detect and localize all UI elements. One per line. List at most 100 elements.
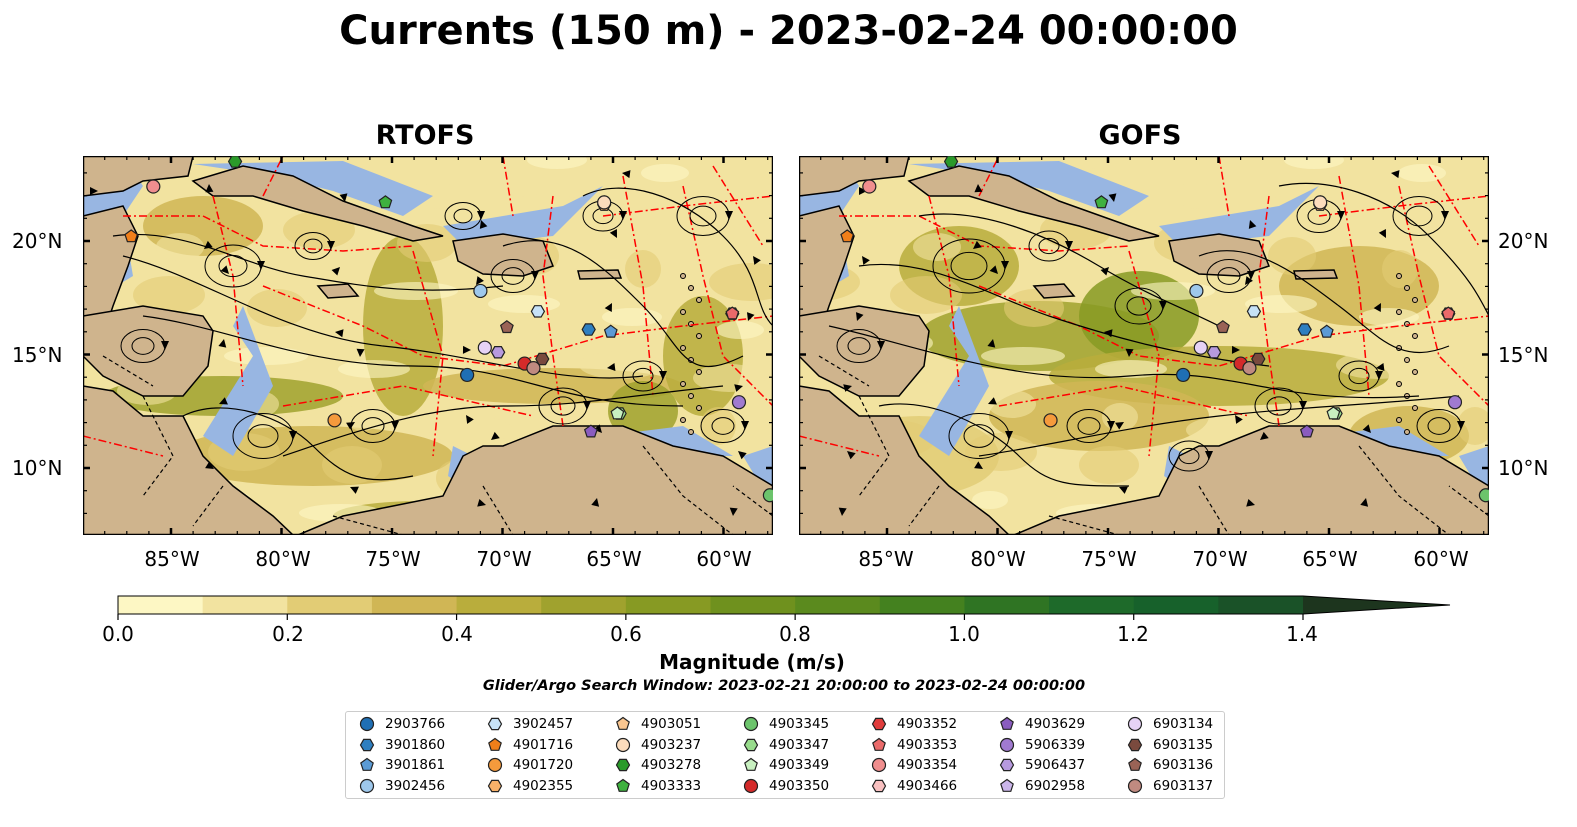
lesser-antilles-island: [680, 309, 686, 315]
streamline-arrow: [619, 211, 627, 220]
panel-title-rtofs: RTOFS: [375, 120, 475, 151]
float-marker-4903354: [146, 179, 161, 194]
legend-marker-6903136: [1128, 757, 1142, 771]
streamline-arrow: [604, 303, 612, 312]
streamline-arrow: [1125, 348, 1134, 357]
streamline-arrow: [475, 276, 484, 285]
streamline-arrow: [593, 424, 602, 433]
colorbar-segment: [795, 596, 881, 614]
current-magnitude-region: [1450, 364, 1489, 392]
eddy-streamline: [632, 367, 654, 385]
legend-marker-icon: [871, 757, 887, 773]
float-marker-4903278: [227, 156, 243, 168]
legend-marker-icon: [1000, 716, 1014, 730]
shallow-water: [1159, 186, 1319, 246]
streamline-arrow: [1362, 424, 1371, 433]
eez-boundary: [799, 435, 880, 457]
streamline-arrow: [1246, 498, 1255, 507]
legend-label: 6903135: [1153, 736, 1214, 753]
legend-label: 6903137: [1153, 777, 1214, 794]
legend-item: 4903353: [870, 735, 957, 755]
current-magnitude-region: [641, 164, 689, 182]
legend-marker-icon: [999, 758, 1015, 772]
lesser-antilles-island: [1404, 357, 1410, 363]
legend-item: 5906339: [998, 735, 1085, 755]
country-border: [732, 485, 773, 517]
colorbar-tick-label: 1.4: [1286, 622, 1318, 646]
float-marker-6903136: [499, 320, 514, 334]
lon-tick-label: 75°W: [365, 547, 421, 571]
float-marker-4903333: [1094, 195, 1109, 209]
eddy-streamline: [550, 396, 576, 416]
legend-label: 5906339: [1025, 736, 1086, 753]
colorbar-segment: [1218, 596, 1304, 614]
legend-item: 4901720: [486, 755, 573, 775]
float-marker-3901861: [603, 324, 618, 338]
legend-marker-4901716: [488, 737, 502, 751]
legend-marker-3901860: [359, 738, 375, 751]
float-marker-4903354: [862, 179, 877, 194]
float-marker-4903237: [1313, 195, 1328, 210]
legend-marker-3902456: [359, 778, 375, 793]
lesser-antilles-island: [1412, 297, 1418, 303]
streamline-arrow: [607, 363, 616, 371]
float-marker-6903135: [1251, 352, 1266, 366]
streamline-arrow: [466, 414, 474, 424]
float-marker-6903134: [477, 340, 492, 355]
legend-label: 4903349: [769, 757, 830, 773]
streamline-arrow: [1457, 421, 1465, 430]
eez-boundary: [1218, 156, 1230, 217]
legend-label: 3902457: [513, 716, 574, 732]
float-marker-5906339: [731, 395, 747, 410]
lon-tick-label: 80°W: [255, 547, 311, 571]
streamline-arrow: [974, 184, 983, 193]
current-magnitude-region: [1336, 351, 1420, 379]
legend-marker-icon: [615, 737, 631, 752]
streamline-arrow: [1245, 276, 1253, 285]
streamline: [1278, 182, 1489, 317]
lesser-antilles-island: [696, 297, 702, 303]
legend-item: 6903136: [1126, 755, 1213, 775]
float-marker-4903345: [762, 488, 773, 503]
float-marker-4903353: [725, 306, 740, 320]
streamline-arrow: [1375, 371, 1383, 380]
streamline: [858, 263, 1270, 367]
colorbar-segment: [1133, 596, 1219, 614]
streamline-arrow: [1235, 414, 1243, 424]
streamline-arrow: [973, 240, 982, 249]
lon-tick-label: 60°W: [1413, 547, 1469, 571]
eddy-streamline: [1405, 205, 1433, 227]
streamline: [502, 240, 744, 368]
float-marker-4901716: [124, 229, 139, 243]
eez-boundary: [262, 285, 773, 367]
legend-marker-2903766: [359, 716, 375, 732]
land-cuba: [191, 165, 444, 242]
legend-label: 2903766: [385, 716, 446, 732]
float-marker-4903349: [1326, 406, 1341, 420]
float-marker-4903278: [943, 156, 959, 168]
eez-boundary: [83, 435, 164, 457]
legend-item: 3901860: [358, 735, 445, 755]
streamline-arrow: [346, 422, 355, 430]
streamline-arrow: [462, 345, 471, 354]
lesser-antilles-island: [688, 393, 694, 399]
lesser-antilles-island: [1412, 333, 1418, 339]
legend-label: 3901860: [385, 736, 446, 753]
lesser-antilles-island: [1412, 369, 1418, 375]
legend-item: 4901716: [486, 735, 573, 755]
legend-item: 3901861: [358, 755, 445, 775]
eddy-streamline: [1077, 417, 1101, 435]
eddy-streamline: [131, 337, 155, 355]
lon-tick-label: 80°W: [970, 547, 1026, 571]
lesser-antilles-island: [680, 345, 686, 351]
land-north-top: [799, 156, 910, 197]
legend-label: 4903466: [897, 777, 958, 794]
eddy-streamline: [963, 424, 995, 448]
legend-marker-icon: [1127, 778, 1143, 793]
float-marker-6903137: [526, 361, 541, 376]
lat-tick-label: 15°N: [1498, 343, 1549, 367]
legend-marker-6903137: [1127, 778, 1143, 793]
streamline: [142, 315, 684, 407]
eddy-streamline: [247, 424, 279, 448]
eez-boundary: [212, 195, 244, 387]
